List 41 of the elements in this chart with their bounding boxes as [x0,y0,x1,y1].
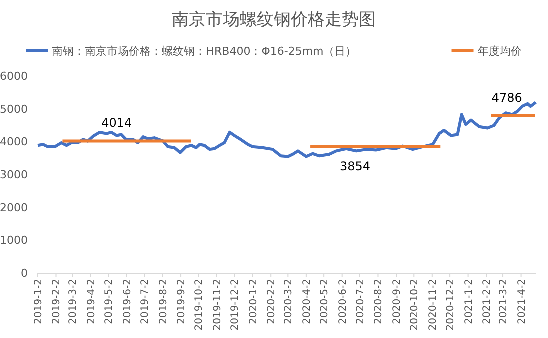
x-tick-label: 2019-1-2 [34,279,44,324]
x-tick-label: 2019-2-2 [52,279,63,324]
legend-label: 年度均价 [478,45,522,58]
x-tick-label: 2020-2-2 [266,279,278,324]
x-tick-label: 2019-7-2 [140,279,152,324]
x-tick-label: 2021-3-2 [498,279,510,324]
x-tick-label: 2020-5-2 [320,279,331,324]
x-tick-label: 2019-10-2 [194,279,206,331]
y-tick-label: 2000 [0,201,28,214]
x-tick-label: 2020-8-2 [374,279,385,324]
legend-label: 南钢：南京市场价格：螺纹钢：HRB400：Φ16-25mm（日） [52,45,357,58]
annotation: 4014 [102,116,132,130]
chart-title: 南京市场螺纹钢价格走势图 [172,10,376,30]
x-tick-label: 2019-6-2 [122,279,134,324]
y-tick-label: 0 [21,267,28,280]
annotation: 3854 [340,159,371,174]
y-tick-label: 4000 [0,136,28,149]
x-tick-label: 2019-11-2 [212,279,224,331]
x-tick-label: 2021-2-2 [482,279,494,324]
x-tick-label: 2020-11-2 [428,279,439,331]
y-tick-label: 3000 [0,168,28,182]
x-tick-label: 2019-3-2 [68,279,80,324]
x-tick-label: 2019-4-2 [86,279,98,324]
x-tick-label: 2019-12-2 [230,279,242,331]
x-tick-label: 2020-4-2 [302,279,313,324]
x-tick-label: 2020-10-2 [410,279,421,331]
x-tick-label: 2019-5-2 [104,279,116,324]
x-tick-label: 2020-9-2 [392,279,403,324]
x-tick-label: 2020-6-2 [338,279,349,324]
x-tick-label: 2021-1-2 [464,279,475,324]
x-tick-label: 2020-7-2 [355,279,366,324]
x-tick-label: 2020-3-2 [284,279,295,324]
y-tick-label: 6000 [0,70,28,83]
x-tick-label: 2019-8-2 [158,279,170,324]
x-tick-label: 2021-4-2 [516,279,528,324]
y-tick-label: 5000 [0,102,28,116]
x-tick-label: 2020-1-2 [248,279,260,324]
x-tick-label: 2020-12-2 [446,279,457,331]
x-tick-label: 2019-9-2 [176,279,188,324]
y-tick-label: 1000 [0,234,28,248]
annotation: 4786 [492,90,522,105]
